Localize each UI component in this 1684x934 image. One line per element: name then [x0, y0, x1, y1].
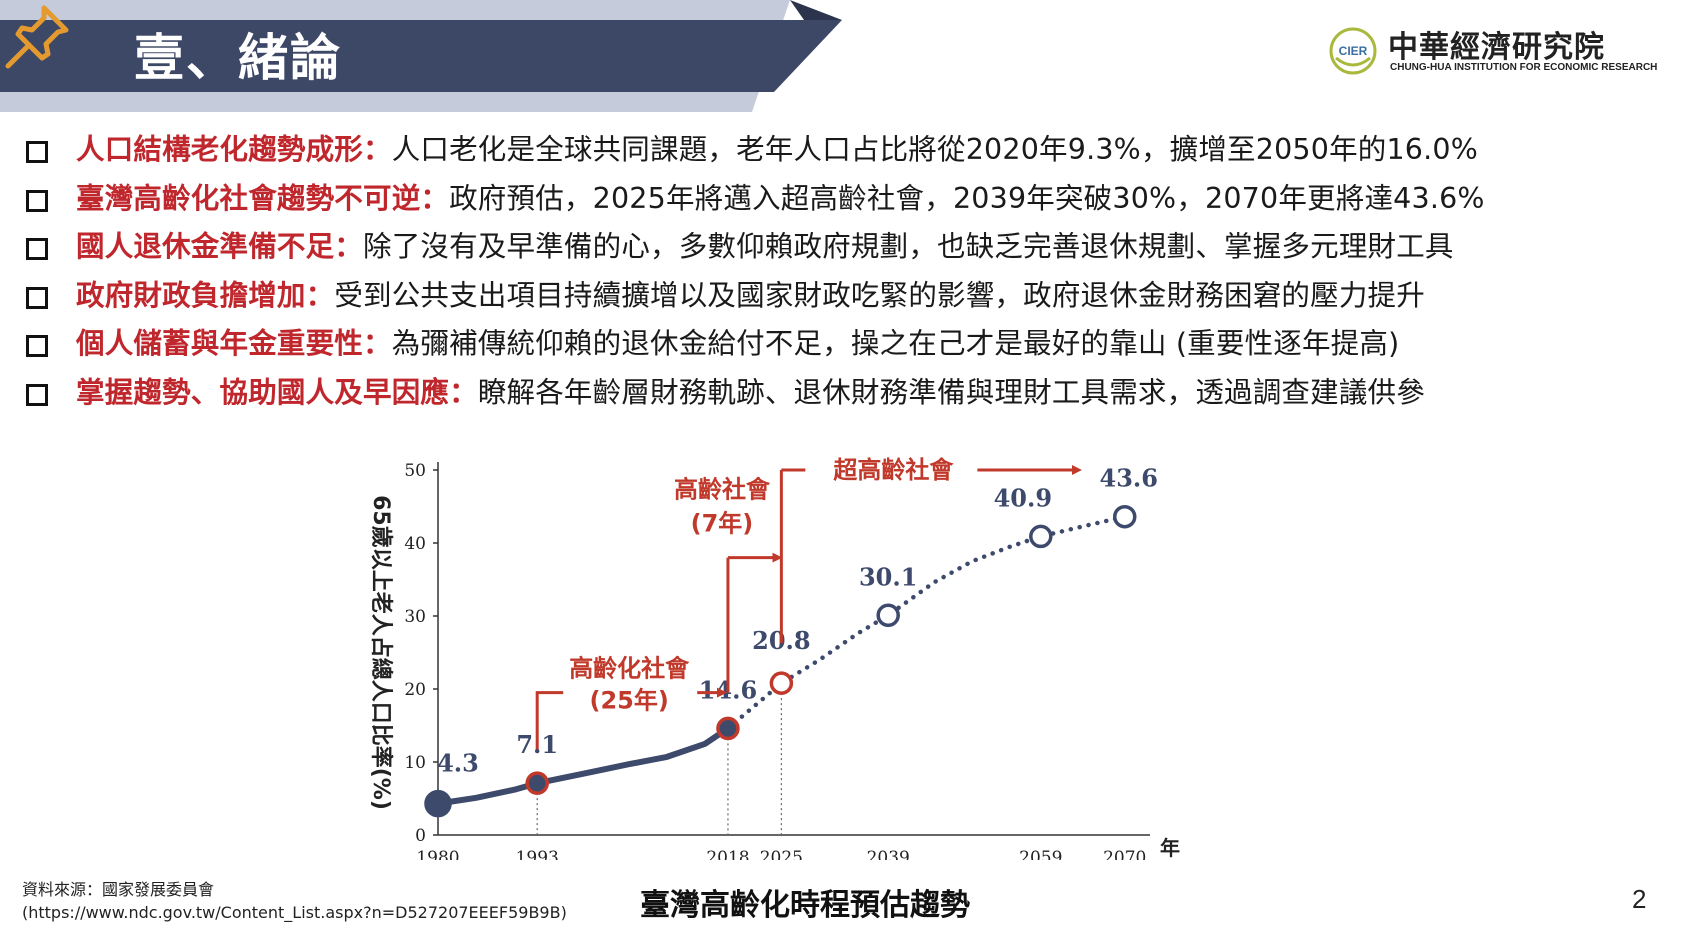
- bullet-item: 政府財政負擔增加：受到公共支出項目持續擴增以及國家財政吃緊的影響，政府退休金財務…: [24, 272, 1684, 321]
- x-tick-label: 1980: [416, 848, 459, 860]
- bullet-text: 受到公共支出項目持續擴增以及國家財政吃緊的影響，政府退休金財務困窘的壓力提升: [334, 278, 1425, 312]
- banner-shape: [0, 0, 842, 112]
- y-tick-label: 0: [415, 826, 426, 846]
- bullet-keyword: 政府財政負擔增加：: [76, 278, 335, 312]
- square-bullet-icon: [26, 238, 48, 261]
- page-number: 2: [1632, 884, 1647, 914]
- title-banner: 壹、緒論: [0, 0, 860, 112]
- y-tick-label: 20: [404, 680, 426, 700]
- aging-trend-chart: 0 10 20 30 40 50 1980 1993 2018 2025 2039 2059 2070 年…: [368, 456, 1180, 860]
- y-axis-label: 65歲以上老人占總人口比率(%): [368, 495, 394, 810]
- logo-name: 中華經濟研究院: [1388, 30, 1605, 65]
- page-title: 壹、緒論: [134, 29, 342, 87]
- data-point: [424, 789, 452, 818]
- bullet-keyword: 臺灣高齡化社會趨勢不可逆：: [76, 181, 450, 215]
- x-tick-label: 2070: [1103, 848, 1146, 860]
- x-axis-label: 年: [1160, 836, 1180, 860]
- data-point: [876, 603, 900, 628]
- y-tick-label: 40: [404, 534, 426, 554]
- data-label: 30.1: [859, 562, 917, 591]
- x-tick-label: 1993: [516, 848, 559, 860]
- chart-caption: 臺灣高齡化時程預估趨勢: [640, 888, 970, 923]
- bullet-text: 人口老化是全球共同課題，老年人口占比將從2020年9.3%，擴增至2050年的1…: [391, 133, 1479, 166]
- x-tick-label: 2059: [1019, 848, 1062, 860]
- square-bullet-icon: [26, 335, 48, 358]
- y-tick-label: 50: [404, 461, 426, 481]
- projected-series-line: [725, 514, 1127, 731]
- bullet-keyword: 掌握趨勢、協助國人及早因應：: [76, 375, 478, 409]
- bullet-item: 臺灣高齡化社會趨勢不可逆：政府預估，2025年將邁入超高齡社會，2039年突破3…: [24, 175, 1684, 224]
- square-bullet-icon: [26, 383, 48, 406]
- pushpin-icon: [5, 5, 69, 69]
- annotation-label: 高齡社會: [674, 476, 771, 504]
- bullet-item: 掌握趨勢、協助國人及早因應：瞭解各年齡層財務軌跡、退休財務準備與理財工具需求，透…: [24, 369, 1684, 418]
- bullet-text: 為彌補傳統仰賴的退休金給付不足，操之在己才是最好的靠山 (重要性逐年提高): [391, 327, 1400, 361]
- actual-series-line: [435, 725, 731, 807]
- bullet-keyword: 國人退休金準備不足：: [76, 230, 364, 264]
- bullet-item: 國人退休金準備不足：除了沒有及早準備的心，多數仰賴政府規劃，也缺乏完善退休規劃、…: [24, 223, 1684, 272]
- square-bullet-icon: [26, 286, 48, 309]
- data-point: [716, 716, 740, 741]
- bullet-item: 人口結構老化趨勢成形：人口老化是全球共同課題，老年人口占比將從2020年9.3%…: [24, 126, 1684, 175]
- bullet-item: 個人儲蓄與年金重要性：為彌補傳統仰賴的退休金給付不足，操之在己才是最好的靠山 (…: [24, 320, 1684, 369]
- annotation-label: 超高齡社會: [833, 456, 954, 484]
- data-point: [525, 771, 549, 795]
- square-bullet-icon: [26, 189, 48, 212]
- bullet-keyword: 個人儲蓄與年金重要性：: [76, 327, 392, 361]
- data-point: [1112, 504, 1137, 529]
- bracket-line: [535, 691, 564, 750]
- x-tick-label: 2039: [867, 848, 910, 860]
- source-url: (https://www.ndc.gov.tw/Content_List.asp…: [22, 903, 567, 922]
- y-tick-label: 30: [404, 607, 426, 627]
- annotation-label: (7年): [691, 509, 754, 537]
- bullet-list: 人口結構老化趨勢成形：人口老化是全球共同課題，老年人口占比將從2020年9.3%…: [24, 126, 1684, 418]
- source-label: 資料來源：國家發展委員會: [22, 880, 215, 899]
- annotation-label: 高齡化社會: [569, 655, 690, 683]
- x-tick-label: 2018: [706, 848, 749, 860]
- cier-logo-icon: CIER: [1329, 27, 1377, 75]
- institution-logo: CIER 中華經濟研究院 CHUNG-HUA INSTITUTION FOR E…: [1322, 22, 1668, 80]
- annotation-label: (25年): [590, 687, 669, 715]
- x-tick-label: 2025: [760, 848, 803, 860]
- bullet-text: 政府預估，2025年將邁入超高齡社會，2039年突破30%，2070年更將達43…: [449, 181, 1485, 215]
- source-note: 資料來源：國家發展委員會 (https://www.ndc.gov.tw/Con…: [22, 878, 567, 924]
- bullet-text: 瞭解各年齡層財務軌跡、退休財務準備與理財工具需求，透過調查建議供參: [477, 375, 1425, 409]
- data-point: [769, 671, 794, 695]
- data-label: 43.6: [1100, 464, 1158, 493]
- square-bullet-icon: [26, 141, 48, 163]
- bullet-text: 除了沒有及早準備的心，多數仰賴政府規劃，也缺乏完善退休規劃、掌握多元理財工具: [363, 230, 1454, 264]
- bullet-keyword: 人口結構老化趨勢成形：: [76, 133, 392, 166]
- data-point: [1029, 524, 1053, 549]
- data-label: 4.3: [437, 749, 479, 778]
- data-label: 40.9: [994, 483, 1052, 512]
- y-tick-label: 10: [404, 753, 426, 773]
- logo-mark: CIER: [1339, 44, 1368, 58]
- logo-english-name: CHUNG-HUA INSTITUTION FOR ECONOMIC RESEA…: [1390, 62, 1658, 73]
